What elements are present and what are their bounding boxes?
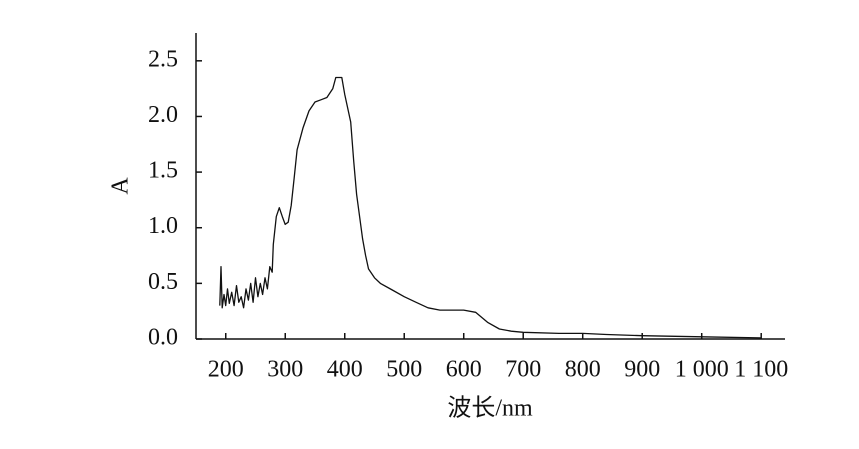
x-tick-label: 1 100 (734, 357, 788, 383)
x-axis-label: 波长/nm (447, 395, 533, 422)
y-tick-label: 2.5 (148, 46, 178, 72)
y-axis-label: A (108, 177, 134, 195)
x-tick-label: 300 (267, 357, 303, 383)
x-tick-label: 800 (565, 357, 601, 383)
y-tick-label: 0.0 (148, 325, 178, 351)
x-tick-label: 1 000 (675, 357, 729, 383)
x-tick-label: 500 (386, 357, 422, 383)
x-tick-label: 200 (208, 357, 244, 383)
spectrum-line (219, 76, 762, 339)
y-tick-label: 1.0 (148, 213, 178, 239)
y-tick-label: 2.0 (148, 102, 178, 128)
y-tick-label: 1.5 (148, 158, 178, 184)
x-tick-label: 700 (505, 357, 541, 383)
y-tick-label: 0.5 (148, 269, 178, 295)
x-tick-label: 600 (446, 357, 482, 383)
x-tick-label: 400 (327, 357, 363, 383)
x-tick-label: 900 (624, 357, 660, 383)
